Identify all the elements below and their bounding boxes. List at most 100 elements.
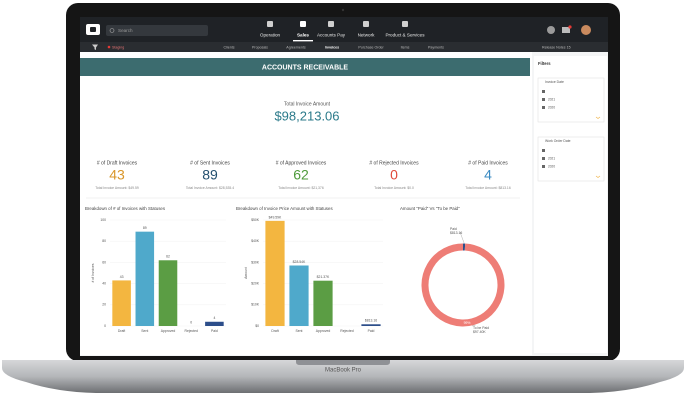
y-axis-label: Amount (244, 267, 248, 279)
bar (289, 265, 309, 326)
slice-value: $97.40K (473, 330, 486, 334)
y-tick-label: 40 (102, 281, 106, 285)
bar (265, 220, 285, 326)
nav-icon (300, 21, 306, 27)
nav-item[interactable]: Sales (297, 33, 309, 38)
kpi-value: 62 (293, 167, 309, 183)
filter-group (537, 136, 605, 182)
tab[interactable]: Items (401, 45, 410, 49)
total-label: Total Invoice Amount (284, 101, 331, 107)
nav-item[interactable]: Product & Services (385, 33, 425, 38)
y-tick-label: 20 (102, 303, 106, 307)
laptop-base (2, 360, 684, 393)
y-tick-label: $20K (251, 281, 260, 285)
kpi-value: 0 (390, 167, 398, 183)
y-tick-label: 100 (100, 218, 106, 222)
expand-chevron[interactable] (595, 175, 601, 178)
tab[interactable]: Purchase Order (358, 45, 384, 49)
value-label: 0 (190, 320, 192, 324)
notch (296, 360, 390, 365)
checkbox[interactable] (542, 157, 545, 160)
bar (205, 321, 224, 326)
value-label: 4 (213, 316, 215, 320)
tab[interactable]: Agreements (286, 45, 306, 49)
kpi-label: # of Rejected Invoices (369, 160, 419, 166)
y-tick-label: 80 (102, 239, 106, 243)
kpi-label: # of Paid Invoices (468, 160, 508, 166)
x-tick-label: Approved (316, 329, 331, 333)
checkbox[interactable] (542, 165, 545, 168)
checkbox[interactable] (542, 98, 545, 101)
kpi-label: # of Approved Invoices (276, 160, 327, 166)
camera (341, 8, 345, 12)
bar (158, 260, 178, 326)
x-tick-label: Draft (271, 329, 278, 333)
x-tick-label: Sent (296, 329, 303, 333)
filter-option: 2020 (548, 106, 555, 110)
percent-label: 99% (464, 321, 471, 325)
value-label: $813.16 (365, 319, 377, 323)
value-label: 62 (166, 255, 170, 259)
help-icon[interactable] (547, 26, 555, 34)
nav-item[interactable]: Accounts Pay (317, 33, 346, 38)
x-tick-label: Rejected (185, 329, 198, 333)
x-tick-label: Paid (368, 329, 375, 333)
sub-nav (80, 42, 608, 52)
x-tick-label: Approved (161, 329, 176, 333)
chart: Breakdown of # of Invoices with Statuses… (85, 206, 226, 333)
slice-value: $813.16 (450, 231, 462, 235)
checkbox-all[interactable] (542, 90, 545, 93)
environment: Staging (112, 45, 124, 49)
filter-group-title: Invoice Date (545, 80, 564, 84)
bar (112, 280, 131, 326)
filter-option: 2020 (548, 165, 555, 169)
chart-title: Breakdown of Invoice Price Amount with S… (236, 206, 333, 211)
donut-slice (421, 243, 505, 327)
nav-icon (328, 21, 334, 27)
kpi-footer: Total Invoice Amount: $0.0 (374, 186, 414, 190)
value-label: $28.54K (293, 260, 306, 264)
y-tick-label: $40K (251, 239, 260, 243)
x-tick-label: Draft (118, 329, 125, 333)
leader-line (459, 231, 465, 244)
device-label: MacBook Pro (325, 368, 362, 374)
badge (568, 25, 572, 29)
tab[interactable]: Proposals (252, 45, 268, 49)
filter-option: 2021 (548, 98, 555, 102)
value-label: $49.59K (269, 215, 282, 219)
nav-icon (363, 21, 369, 27)
tab[interactable]: Payments (428, 45, 444, 49)
filter-icon[interactable] (92, 44, 98, 51)
nav-item[interactable]: Network (358, 33, 376, 38)
tab[interactable]: Clients (224, 45, 235, 49)
status-dot (107, 45, 111, 49)
kpi-footer: Total Invoice Amount: $813.16 (465, 186, 511, 190)
release-notes[interactable]: Release Notes 15 (542, 45, 571, 49)
leader-line (471, 324, 476, 327)
checkbox-all[interactable] (542, 149, 545, 152)
y-tick-label: 60 (102, 260, 106, 264)
avatar[interactable] (581, 25, 591, 35)
nav-item[interactable]: Operation (260, 33, 281, 38)
search-box[interactable] (106, 25, 208, 36)
x-tick-label: Paid (211, 329, 218, 333)
slice-label: To be Paid (473, 326, 489, 330)
slice-label: Paid (450, 227, 457, 231)
chart-title: Amount "Paid" Vs "To be Paid" (400, 206, 460, 211)
y-tick-label: 0 (104, 324, 106, 328)
chart: Amount "Paid" Vs "To be Paid" Paid$813.16… (400, 206, 505, 334)
value-label: 89 (143, 226, 147, 230)
kpi-footer: Total Invoice Amount: $49.59 (95, 186, 139, 190)
chart-title: Breakdown of # of Invoices with Statuses (85, 206, 166, 211)
y-tick-label: $30K (251, 260, 260, 264)
banner-title: ACCOUNTS RECEIVABLE (262, 64, 349, 71)
expand-chevron[interactable] (595, 116, 601, 119)
banner (80, 58, 530, 76)
mail-icon[interactable] (562, 27, 570, 33)
logo-mark (90, 27, 96, 32)
checkbox[interactable] (542, 106, 545, 109)
search-icon (109, 28, 115, 33)
tab[interactable]: Invoices (325, 45, 339, 49)
filter-option: 2021 (548, 157, 555, 161)
